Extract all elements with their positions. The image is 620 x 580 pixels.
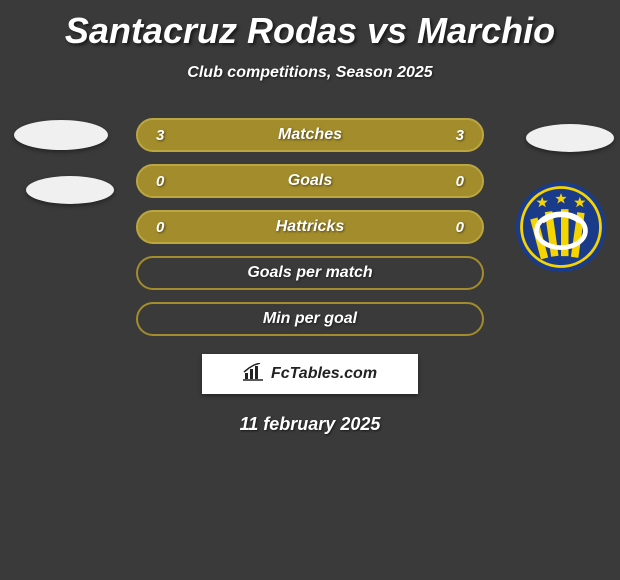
stat-row: Min per goal (136, 302, 484, 336)
club-crest-icon (514, 180, 608, 274)
stat-row: 0Goals0 (136, 164, 484, 198)
stat-label: Min per goal (138, 310, 482, 328)
stat-label: Hattricks (138, 218, 482, 236)
stat-label: Goals per match (138, 264, 482, 282)
stat-label: Matches (138, 126, 482, 144)
player-left-badge-1 (14, 120, 108, 150)
stat-row: Goals per match (136, 256, 484, 290)
player-left-badge-2 (26, 176, 114, 204)
page-title: Santacruz Rodas vs Marchio (0, 0, 620, 52)
stat-label: Goals (138, 172, 482, 190)
brand-box[interactable]: FcTables.com (202, 354, 418, 394)
brand-chart-icon (243, 363, 265, 386)
stat-row: 0Hattricks0 (136, 210, 484, 244)
player-right-badge (526, 124, 614, 152)
brand-text: FcTables.com (271, 365, 377, 383)
date-text: 11 february 2025 (0, 414, 620, 435)
stat-row: 3Matches3 (136, 118, 484, 152)
subtitle: Club competitions, Season 2025 (0, 64, 620, 82)
